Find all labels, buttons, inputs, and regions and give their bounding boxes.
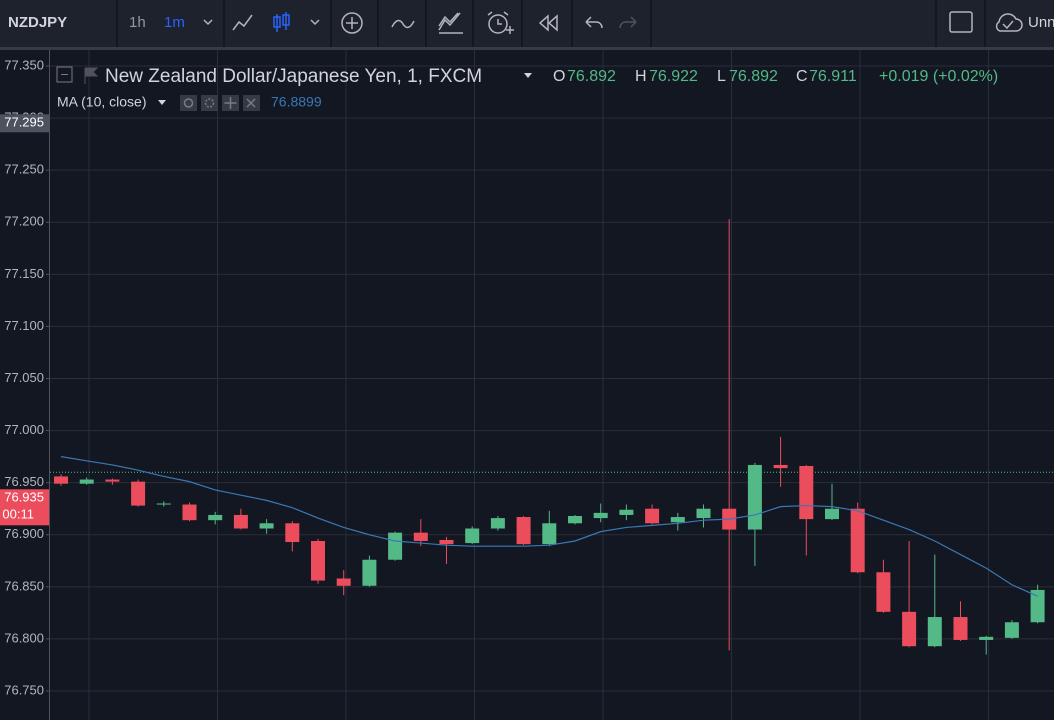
y-tick-label: 77.000 xyxy=(4,422,44,437)
ohlc-value: 76.892 xyxy=(729,68,778,85)
candle-body xyxy=(516,517,531,545)
candle-body xyxy=(799,466,814,520)
candle-body xyxy=(953,617,968,640)
candle-body xyxy=(490,518,505,529)
y-tick-label: 77.150 xyxy=(4,266,44,281)
chart: 77.35077.30077.25077.20077.15077.10077.0… xyxy=(0,50,1054,720)
candle-body xyxy=(362,559,377,586)
ohlc-value: 76.922 xyxy=(649,68,698,85)
candle-body xyxy=(336,578,351,586)
indicator-value: 76.8899 xyxy=(271,94,322,110)
candle-body xyxy=(182,504,197,521)
legend: New Zealand Dollar/Japanese Yen, 1, FXCM… xyxy=(56,66,998,111)
candle-body xyxy=(902,611,917,647)
y-tick-label: 76.850 xyxy=(4,578,44,593)
ohlc-value: 76.892 xyxy=(567,68,616,85)
countdown: 00:11 xyxy=(2,507,34,522)
candle-body xyxy=(619,509,634,515)
candle-body xyxy=(208,514,223,521)
ma-line xyxy=(60,456,1038,597)
indicator-name: MA (10, close) xyxy=(57,94,146,110)
candle-body xyxy=(696,508,711,519)
toolbar-border xyxy=(0,47,1054,50)
change: +0.019 (+0.02%) xyxy=(879,68,998,85)
toolbar xyxy=(0,0,1054,47)
candle-body xyxy=(773,464,788,469)
toolbar-separators xyxy=(116,0,986,47)
y-tick-label: 77.350 xyxy=(4,57,44,72)
candle-body xyxy=(233,514,248,529)
ohlc-label: L xyxy=(717,68,726,85)
layout-name[interactable]: Unn xyxy=(1028,14,1054,31)
flag-icon[interactable] xyxy=(84,67,99,84)
y-tick-label: 76.900 xyxy=(4,526,44,541)
y-tick-label: 77.200 xyxy=(4,214,44,229)
candle-body xyxy=(927,617,942,647)
candle-body xyxy=(388,532,403,560)
y-tick-label: 77.100 xyxy=(4,318,44,333)
candle-body xyxy=(876,572,891,612)
candle-body xyxy=(131,481,146,506)
dropdown[interactable] xyxy=(158,100,166,105)
candle-body xyxy=(105,479,120,482)
ohlc-label: H xyxy=(635,68,647,85)
candle-body xyxy=(747,464,762,530)
ohlc-value: 76.911 xyxy=(809,68,857,85)
candle-body xyxy=(413,532,428,541)
y-tick-label: 77.050 xyxy=(4,370,44,385)
interval[interactable]: 1h xyxy=(129,14,146,31)
y-tick-label: 76.750 xyxy=(4,682,44,697)
toolbar-icons[interactable] xyxy=(203,11,1023,34)
crosshair-label: 77.295 xyxy=(4,115,44,130)
candle-body xyxy=(311,541,325,581)
candle-body xyxy=(645,508,660,524)
candle-body xyxy=(542,523,557,545)
candle-body xyxy=(979,636,994,640)
ohlc-label: C xyxy=(796,68,808,85)
candle-body xyxy=(439,539,454,545)
ohlc-label: O xyxy=(553,68,565,85)
y-tick-label: 77.250 xyxy=(4,162,44,177)
candle-body xyxy=(568,516,582,524)
candle-body xyxy=(79,479,94,484)
candle-body xyxy=(825,508,839,520)
symbol[interactable]: NZDJPY xyxy=(8,14,67,31)
candle-body xyxy=(1030,589,1045,623)
crosshair-tag xyxy=(0,114,49,133)
candle-body xyxy=(593,512,608,519)
interval[interactable]: 1m xyxy=(164,14,185,31)
last-price-tag xyxy=(0,489,49,526)
y-tick-label: 76.950 xyxy=(4,474,44,489)
indicator-icons xyxy=(183,97,256,109)
candle-body xyxy=(285,523,300,543)
candle-body xyxy=(259,523,274,529)
collapse-button[interactable] xyxy=(56,66,73,83)
series-title: New Zealand Dollar/Japanese Yen, 1, FXCM xyxy=(105,66,482,87)
last-price-label: 76.935 xyxy=(4,490,44,505)
candle-body xyxy=(1004,622,1019,638)
dropdown[interactable] xyxy=(524,73,532,78)
y-tick-label: 76.800 xyxy=(4,630,44,645)
candle-body xyxy=(850,508,865,573)
candle-body xyxy=(156,503,171,505)
candle-body xyxy=(670,517,685,523)
candle-body xyxy=(465,528,480,544)
candle-body xyxy=(54,476,68,484)
